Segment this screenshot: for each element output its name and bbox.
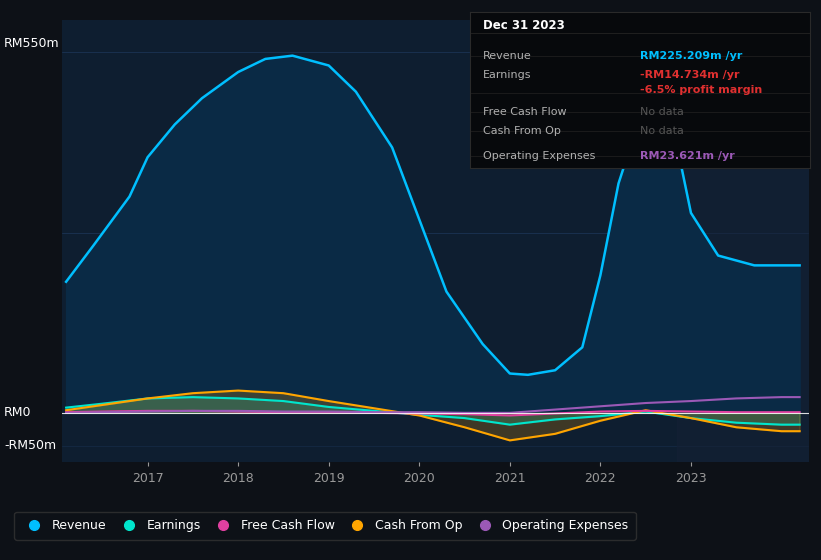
Text: -6.5% profit margin: -6.5% profit margin bbox=[640, 85, 762, 95]
Text: Free Cash Flow: Free Cash Flow bbox=[484, 107, 566, 117]
Text: Earnings: Earnings bbox=[484, 69, 532, 80]
Text: Cash From Op: Cash From Op bbox=[484, 125, 561, 136]
Text: -RM50m: -RM50m bbox=[4, 439, 56, 452]
Text: Dec 31 2023: Dec 31 2023 bbox=[484, 19, 565, 32]
Text: RM550m: RM550m bbox=[4, 36, 60, 50]
Text: No data: No data bbox=[640, 107, 684, 117]
Text: RM225.209m /yr: RM225.209m /yr bbox=[640, 51, 742, 61]
Legend: Revenue, Earnings, Free Cash Flow, Cash From Op, Operating Expenses: Revenue, Earnings, Free Cash Flow, Cash … bbox=[15, 512, 636, 540]
Text: Operating Expenses: Operating Expenses bbox=[484, 151, 595, 161]
Text: No data: No data bbox=[640, 125, 684, 136]
Bar bbox=[677, 20, 809, 462]
Text: -RM14.734m /yr: -RM14.734m /yr bbox=[640, 69, 740, 80]
Text: RM0: RM0 bbox=[4, 407, 31, 419]
Text: Revenue: Revenue bbox=[484, 51, 532, 61]
Text: RM23.621m /yr: RM23.621m /yr bbox=[640, 151, 735, 161]
